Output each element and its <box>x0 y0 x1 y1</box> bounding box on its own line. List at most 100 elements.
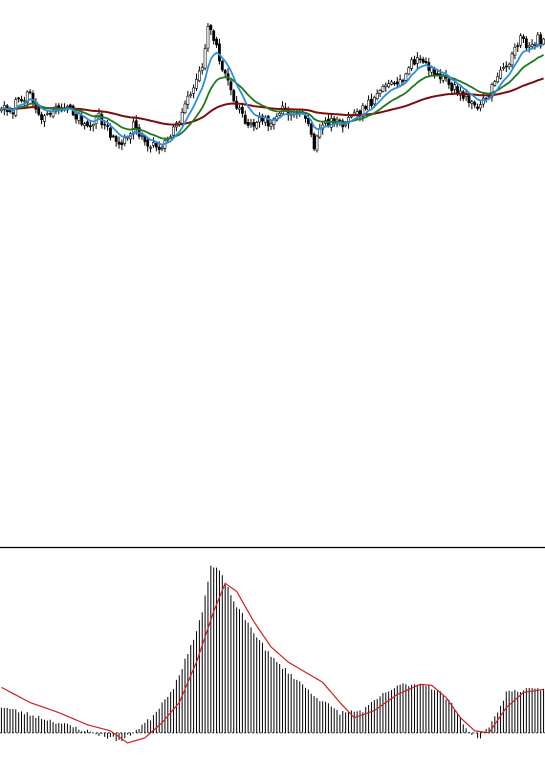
candle <box>255 120 259 130</box>
candle <box>146 137 150 152</box>
candle <box>197 66 201 83</box>
candle <box>309 122 313 138</box>
candle <box>527 42 531 53</box>
candle <box>180 108 184 125</box>
candle <box>149 145 152 153</box>
candle <box>496 72 500 84</box>
candle <box>195 73 198 92</box>
candle <box>473 100 477 109</box>
candle <box>516 42 520 53</box>
candle <box>218 38 221 65</box>
candle <box>453 79 457 95</box>
candle <box>206 23 210 52</box>
candle <box>479 100 482 112</box>
candle <box>111 134 115 138</box>
candle <box>312 132 316 152</box>
candle <box>275 113 279 122</box>
candle <box>154 142 158 152</box>
ma-fast-line <box>1 42 544 146</box>
candle <box>40 111 43 125</box>
candle <box>467 94 471 108</box>
candle <box>28 88 32 95</box>
candle <box>539 32 543 49</box>
candle <box>387 79 391 89</box>
candle <box>20 95 23 103</box>
candle <box>200 63 204 75</box>
candle <box>261 113 264 125</box>
candle <box>493 79 497 87</box>
candle <box>243 110 247 125</box>
candle <box>246 118 250 129</box>
candle <box>341 118 345 133</box>
candle <box>393 80 396 86</box>
candle <box>410 56 414 71</box>
candle <box>189 91 193 98</box>
candle <box>192 84 196 99</box>
candle <box>476 103 479 111</box>
ma-mid-line <box>1 54 545 140</box>
candle <box>258 112 261 128</box>
candle <box>163 137 167 153</box>
candle <box>83 121 87 130</box>
candle <box>378 88 382 97</box>
candle <box>421 56 425 64</box>
candle <box>318 123 322 139</box>
candle <box>519 33 523 49</box>
candle <box>364 104 368 111</box>
candle <box>91 123 95 132</box>
candle <box>413 55 416 66</box>
candle <box>502 62 505 71</box>
candle <box>464 90 468 101</box>
candle <box>513 43 517 60</box>
candle <box>375 89 379 101</box>
candle <box>504 61 508 73</box>
candle <box>395 77 399 89</box>
signal-line <box>1 582 544 744</box>
candle <box>269 119 273 131</box>
candle <box>172 124 175 138</box>
candle <box>384 82 388 92</box>
candle <box>238 104 241 114</box>
candle <box>86 120 89 128</box>
candle <box>229 77 233 96</box>
candle <box>524 36 528 51</box>
candle <box>522 34 525 44</box>
candle <box>450 81 454 95</box>
candle <box>209 24 213 35</box>
candle <box>415 52 419 70</box>
candle <box>407 66 411 76</box>
candle <box>114 134 118 147</box>
candle <box>418 55 422 64</box>
candle <box>175 120 178 132</box>
oscillator-panel <box>0 565 545 744</box>
candle <box>390 79 393 86</box>
candle <box>97 108 101 119</box>
candle <box>120 139 124 150</box>
candle <box>507 62 511 70</box>
candle <box>152 137 155 148</box>
candle <box>266 114 270 132</box>
candle <box>306 113 310 127</box>
candle <box>404 72 408 82</box>
candle <box>530 39 534 50</box>
candle <box>117 136 121 149</box>
candle <box>499 66 502 80</box>
candle <box>220 60 224 72</box>
candle <box>17 96 21 103</box>
candle <box>223 69 227 77</box>
candle <box>43 113 46 127</box>
candle <box>252 118 256 131</box>
ma-slow-line <box>1 77 544 126</box>
candle <box>424 57 428 65</box>
candle <box>203 44 207 71</box>
candle <box>88 120 92 131</box>
candle <box>22 96 26 108</box>
candle <box>315 134 319 153</box>
price-moving-averages <box>1 42 545 146</box>
candle <box>381 84 385 93</box>
candle <box>240 102 244 118</box>
candle <box>183 100 187 115</box>
candle <box>249 118 253 128</box>
candle <box>470 99 474 110</box>
